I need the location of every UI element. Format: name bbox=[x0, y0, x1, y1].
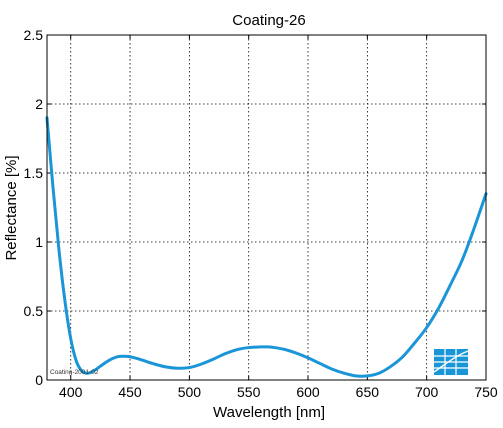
y-tick-label: 2.5 bbox=[24, 27, 44, 43]
x-tick-labels: 400 450 500 550 600 650 700 750 bbox=[59, 384, 498, 400]
series-layer bbox=[45, 116, 488, 378]
y-tick-label: 1 bbox=[35, 234, 43, 250]
chart-title: Coating-26 bbox=[232, 12, 305, 29]
y-axis-title: Reflectance [%] bbox=[3, 155, 20, 260]
x-tick-label: 600 bbox=[296, 384, 320, 400]
axis-ticks bbox=[47, 34, 487, 381]
watermark-text: Coating-2001-02 bbox=[50, 369, 99, 376]
x-tick-label: 650 bbox=[356, 384, 380, 400]
x-tick-label: 750 bbox=[474, 384, 498, 400]
plot-frame bbox=[46, 34, 487, 381]
coating-brand-logo-icon bbox=[433, 349, 469, 375]
reflectance-curve bbox=[45, 116, 488, 378]
x-axis-title: Wavelength [nm] bbox=[213, 404, 325, 421]
y-tick-label: 0 bbox=[35, 372, 43, 388]
y-tick-label: 2 bbox=[35, 96, 43, 112]
y-tick-label: 0.5 bbox=[24, 303, 44, 319]
y-tick-labels: 0 0.5 1 1.5 2 2.5 bbox=[24, 27, 44, 388]
grid bbox=[47, 35, 486, 380]
x-tick-label: 550 bbox=[237, 384, 261, 400]
x-tick-label: 500 bbox=[178, 384, 202, 400]
x-tick-label: 400 bbox=[59, 384, 83, 400]
x-tick-label: 450 bbox=[118, 384, 142, 400]
y-tick-label: 1.5 bbox=[24, 165, 44, 181]
x-tick-label: 700 bbox=[415, 384, 439, 400]
